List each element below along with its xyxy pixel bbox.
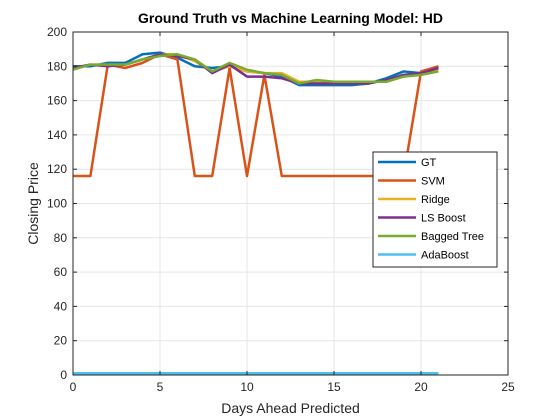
x-tick-label: 10 [240, 380, 254, 394]
y-tick-label: 100 [47, 197, 67, 211]
x-tick-label: 25 [501, 380, 515, 394]
legend-label-gt: GT [421, 157, 437, 169]
legend-label-adaboost: AdaBoost [421, 250, 469, 262]
y-tick-label: 160 [47, 94, 67, 108]
legend: GT SVM Ridge LS Boost Bagged Tree AdaBoost [372, 151, 498, 268]
y-tick-label: 140 [47, 128, 67, 142]
y-axis-label: Closing Price [25, 162, 41, 245]
y-tick-label: 60 [54, 265, 68, 279]
y-tick-label: 200 [47, 25, 67, 39]
y-tick-label: 80 [54, 231, 68, 245]
x-tick-label: 15 [327, 380, 341, 394]
series-line-bagged-tree [72, 53, 439, 85]
x-tick-label: 5 [157, 380, 164, 394]
y-tick-label: 20 [54, 334, 68, 348]
x-axis-label: Days Ahead Predicted [221, 400, 360, 416]
y-tick-label: 40 [54, 299, 68, 313]
y-tick-label: 120 [47, 162, 67, 176]
x-tick-label: 0 [70, 380, 77, 394]
x-tick-label: 20 [414, 380, 428, 394]
chart-title: Ground Truth vs Machine Learning Model: … [138, 10, 443, 26]
legend-box [372, 151, 498, 268]
y-tick-label: 0 [60, 368, 67, 382]
legend-label-svm: SVM [421, 176, 445, 188]
legend-label-ridge: Ridge [421, 194, 450, 206]
axis-ticks: 0 5 10 15 20 25 0 20 40 60 80 100 120 140 160 180 200 [47, 25, 515, 394]
legend-label-bagged-tree: Bagged Tree [421, 231, 484, 243]
y-tick-label: 180 [47, 59, 67, 73]
legend-label-ls-boost: LS Boost [421, 213, 466, 225]
